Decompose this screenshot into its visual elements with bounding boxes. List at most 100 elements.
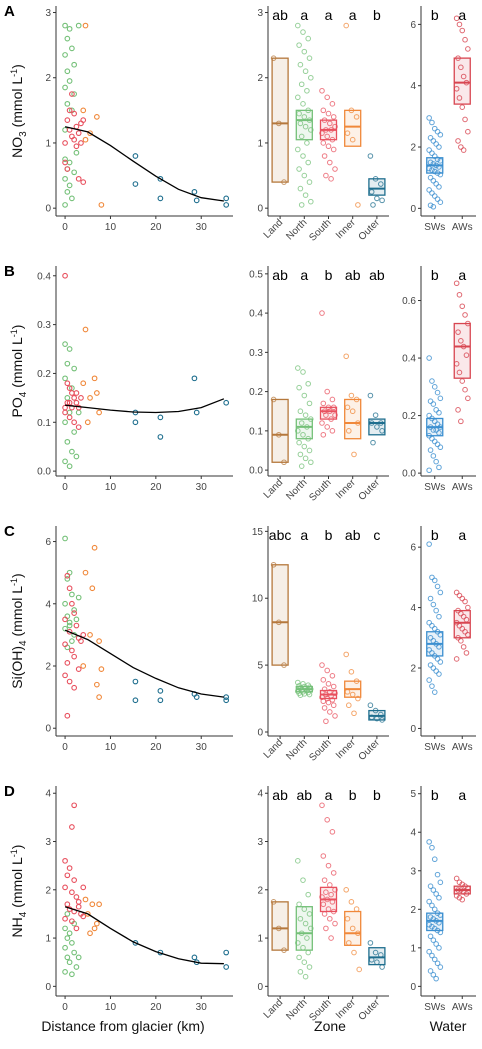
zone-point-inner: [343, 353, 350, 360]
zone-point-outer: [372, 949, 379, 956]
zone-point-north: [302, 412, 309, 418]
zone-box-outer: [368, 178, 386, 196]
zone-point-south: [328, 891, 334, 898]
zone-category-label: South: [307, 737, 333, 763]
zone-point-north: [296, 166, 302, 172]
water-point-sws: [426, 677, 432, 683]
water-point-sws: [429, 683, 435, 689]
zone-y-tick-label: 2: [257, 73, 263, 84]
water-point-sws: [437, 199, 444, 206]
water-point-sws: [431, 438, 438, 445]
zone-point-north: [297, 408, 304, 415]
y-axis-title-main: Si(OH): [9, 646, 25, 689]
scatter-point-south: [71, 136, 78, 143]
y-axis-title-sup: -1: [9, 578, 19, 586]
scatter-point-inner: [87, 632, 93, 638]
zone-point-south: [319, 420, 325, 426]
scatter-point-inner: [80, 380, 87, 387]
zone-point-inner: [356, 966, 363, 973]
scatter-point-south: [62, 272, 68, 279]
scatter-point-north: [62, 22, 68, 29]
scatter-y-tick-label: 6: [45, 537, 51, 548]
water-point-aws: [465, 46, 471, 52]
zone-point-north: [298, 420, 305, 426]
y-axis-title-sup: -1: [9, 69, 19, 77]
scatter-point-south: [66, 414, 73, 421]
water-point-aws: [459, 896, 466, 903]
zone-point-inner: [346, 702, 352, 709]
scatter-point-north: [62, 52, 68, 58]
scatter-point-outer: [157, 414, 164, 421]
scatter-point-south: [64, 872, 71, 879]
scatter-point-outer: [132, 153, 139, 159]
zone-point-north: [301, 959, 308, 966]
zone-point-south: [324, 388, 331, 395]
water-point-aws: [462, 116, 468, 123]
zone-point-south: [329, 697, 336, 703]
water-point-aws: [459, 104, 466, 110]
zone-point-inner: [349, 408, 356, 415]
scatter-point-south: [64, 660, 71, 666]
scatter-point-south: [62, 641, 68, 648]
scatter-point-south: [62, 884, 68, 891]
water-point-sws: [434, 441, 441, 448]
zone-y-tick-label: 15: [252, 527, 264, 538]
scatter-point-north: [62, 202, 68, 208]
scatter-point-north: [62, 375, 68, 382]
water-point-sws: [433, 141, 439, 147]
scatter-point-north: [62, 127, 68, 133]
water-point-aws: [455, 138, 461, 144]
zone-point-north: [296, 439, 302, 446]
water-point-sws: [427, 447, 434, 453]
zone-point-south: [324, 667, 331, 674]
zone-point-inner: [355, 202, 361, 208]
scatter-point-north: [62, 944, 68, 951]
zone-point-north: [305, 159, 312, 166]
scatter-point-south: [75, 899, 82, 905]
y-axis-title-unit: (mmol L: [9, 586, 25, 641]
zone-point-north: [297, 969, 304, 975]
zone-category-label: Inner: [334, 217, 358, 241]
scatter-point-inner: [91, 925, 98, 932]
zone-category-label: North: [284, 997, 309, 1022]
water-point-sws: [437, 444, 444, 451]
scatter-point-south: [73, 399, 80, 406]
zone-point-south: [320, 677, 327, 683]
scatter-point-inner: [89, 585, 96, 592]
zone-category-label: South: [307, 477, 333, 503]
water-box-aws: [453, 609, 471, 639]
scatter-point-outer: [132, 678, 139, 685]
zone-point-south: [327, 709, 333, 715]
scatter-y-tick-label: 0: [45, 982, 51, 993]
scatter-point-north: [73, 149, 80, 156]
scatter-point-south: [71, 653, 78, 660]
water-point-sws: [431, 125, 438, 132]
zone-point-north: [304, 140, 310, 146]
zone-category-label: Outer: [357, 737, 383, 763]
scatter-point-south: [78, 395, 84, 401]
water-y-tick-label: 4: [410, 81, 416, 92]
scatter-y-tick-label: 0: [45, 724, 51, 735]
water-point-aws: [453, 589, 460, 596]
zone-point-north: [308, 198, 314, 205]
zone-point-north: [297, 692, 304, 699]
zone-sig-letter: a: [325, 7, 333, 23]
scatter-y-tick-label: 0.1: [37, 418, 51, 429]
zone-point-north: [296, 42, 302, 48]
scatter-point-south: [69, 91, 75, 97]
zone-point-inner: [351, 451, 357, 458]
zone-point-south: [324, 94, 331, 101]
water-point-sws: [431, 577, 438, 584]
zone-sig-letter: a: [325, 787, 333, 803]
scatter-point-north: [64, 360, 71, 367]
water-sig-letter: b: [431, 787, 439, 803]
zone-point-north: [302, 920, 309, 927]
zone-point-south: [323, 718, 329, 725]
zone-point-south: [319, 802, 325, 809]
water-point-sws: [434, 389, 441, 396]
zone-sig-letter: b: [349, 787, 357, 803]
zone-point-south: [324, 424, 331, 430]
water-point-aws: [459, 303, 466, 310]
zone-point-outer: [367, 940, 374, 946]
